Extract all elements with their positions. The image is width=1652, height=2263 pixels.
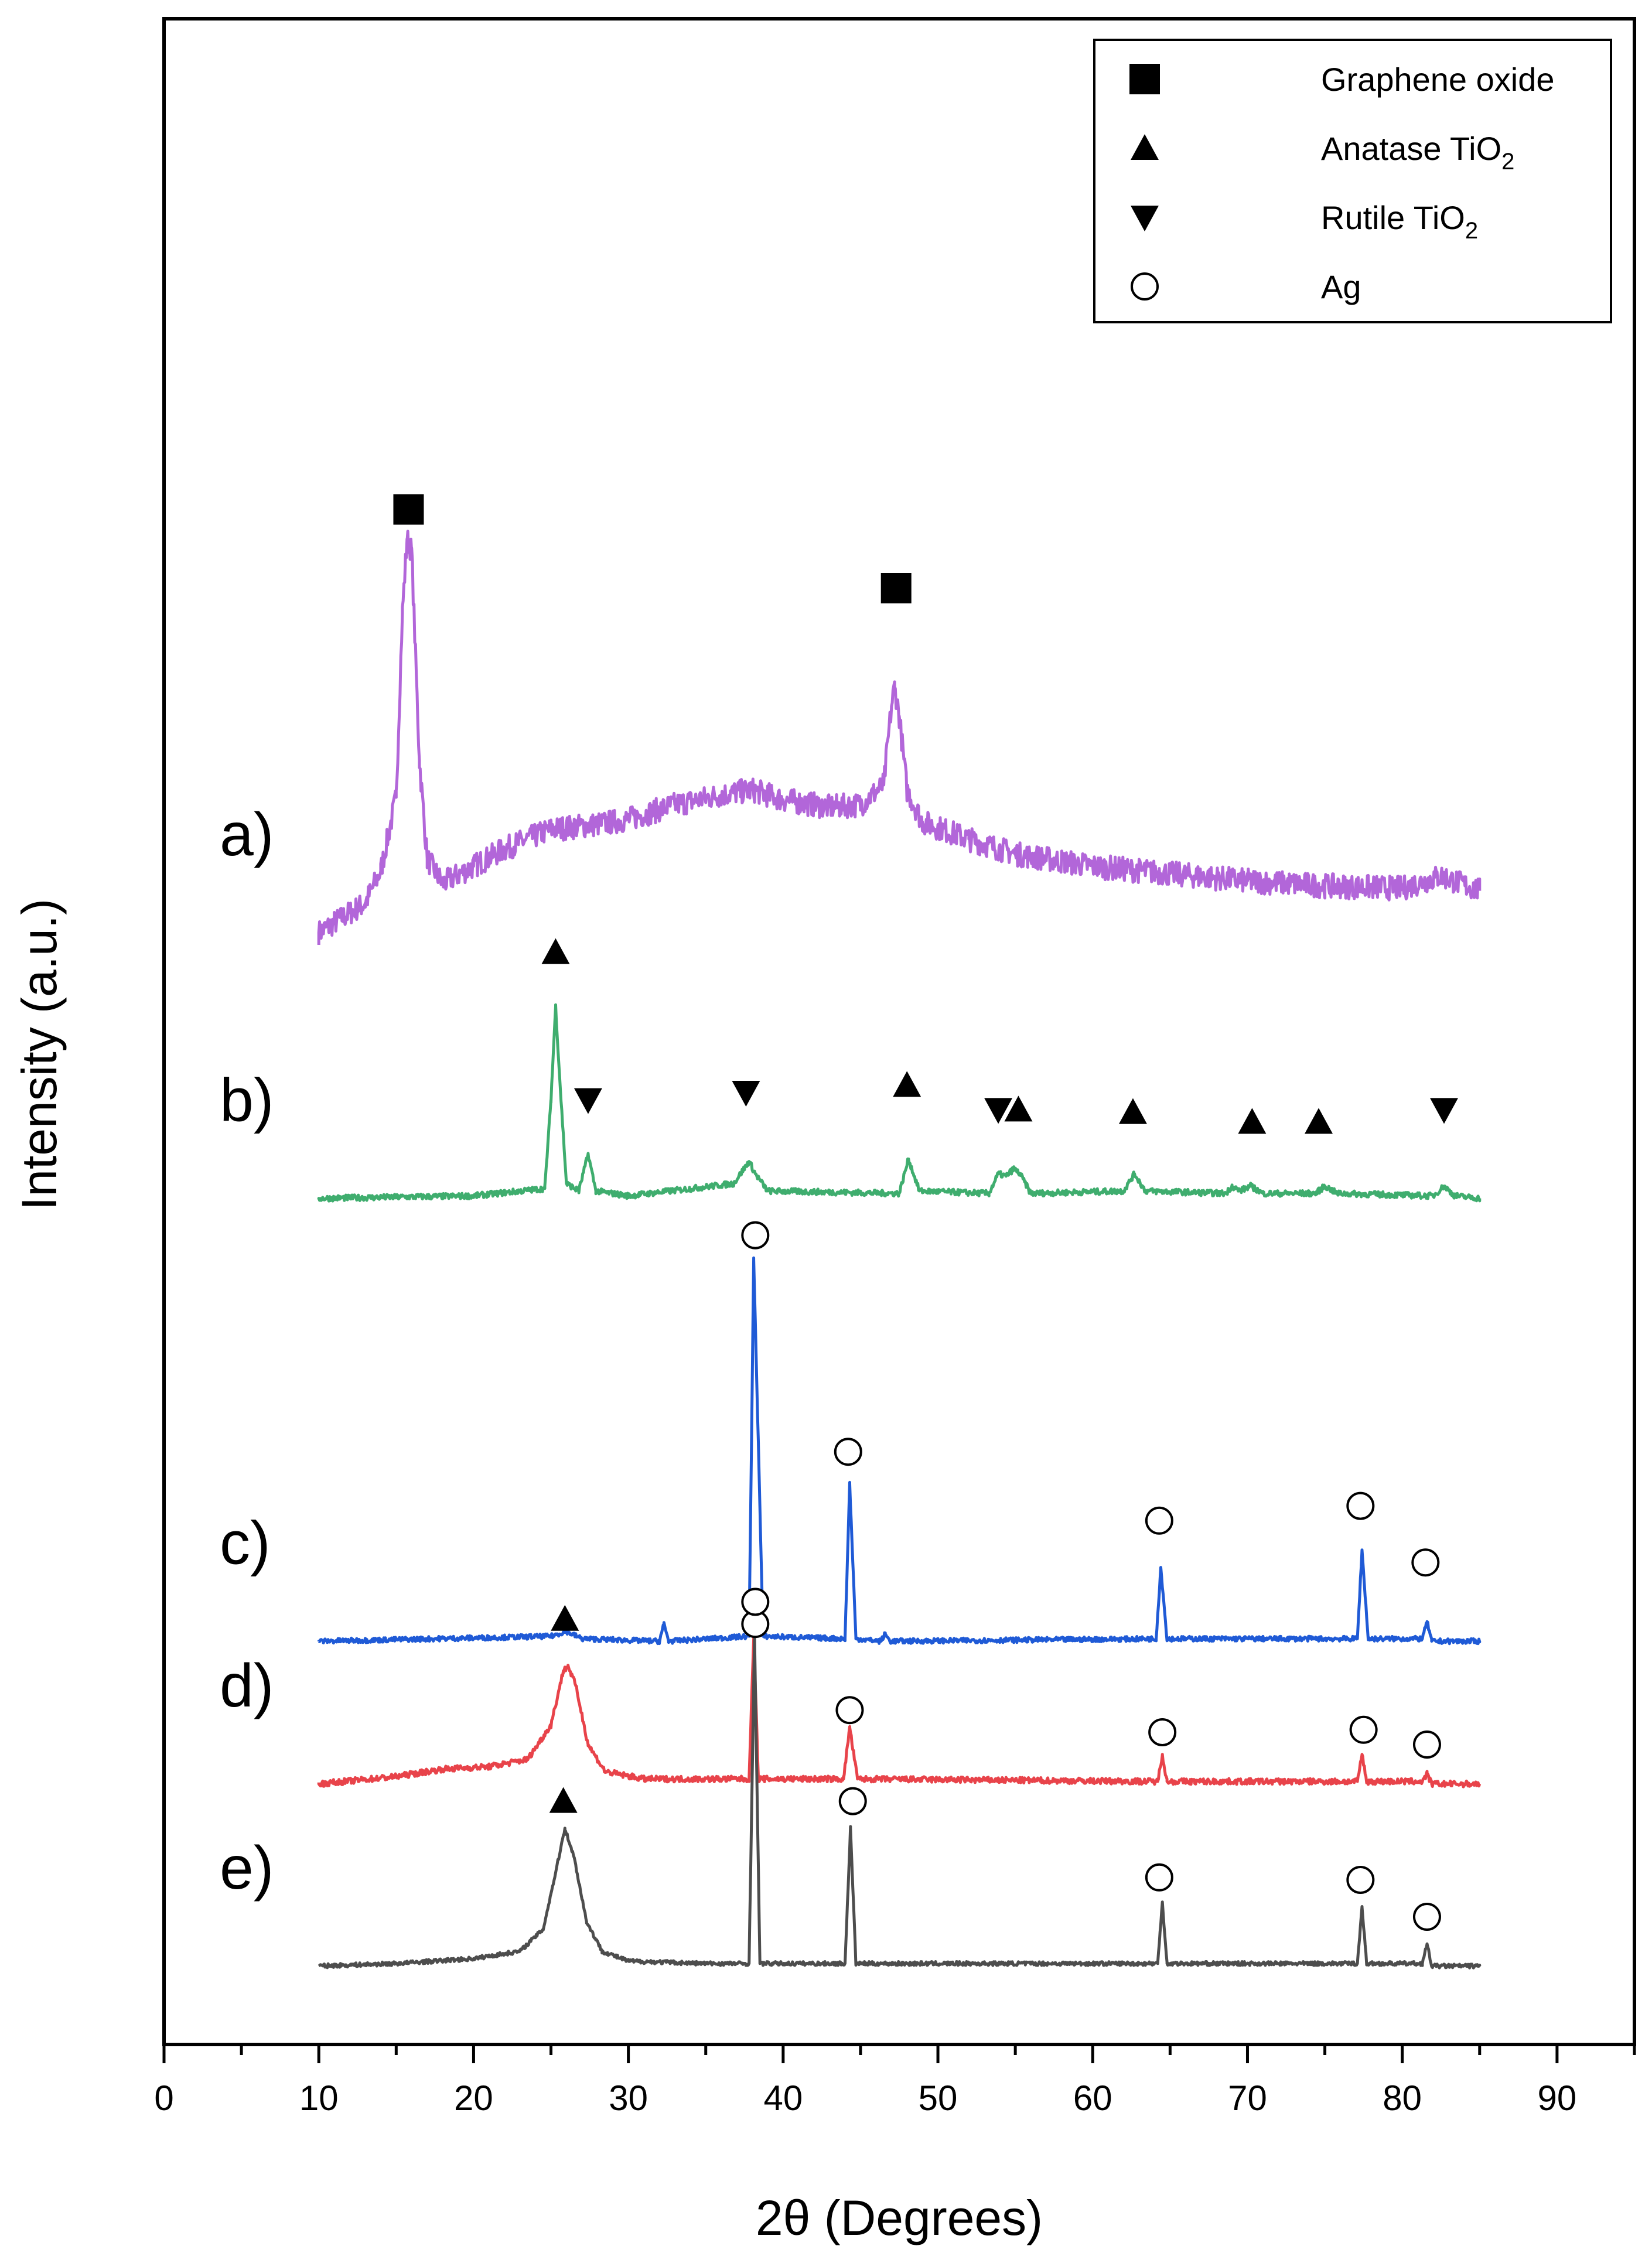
legend-entry: Ag: [1321, 268, 1361, 305]
peak-marker-circle-open: [1349, 1715, 1378, 1744]
peak-marker-triangle-down: [574, 1088, 602, 1114]
x-axis-tick-labels: 0 10 20 30 40 50 60 70 80 90: [154, 2078, 1576, 2118]
peak-marker-triangle-up: [1118, 1098, 1147, 1124]
trace-b: [317, 1003, 1482, 1203]
x-tick-label: 60: [1073, 2078, 1112, 2118]
peak-markers: [393, 494, 1459, 1931]
legend-box: [1093, 39, 1612, 323]
peak-marker-circle-open: [1346, 1866, 1375, 1894]
peak-marker-triangle-down: [1430, 1098, 1459, 1124]
x-tick-label: 20: [454, 2078, 493, 2118]
y-axis-title: Intensity (a.u.): [12, 899, 67, 1210]
peak-marker-circle-open: [834, 1438, 862, 1466]
plot-frame: [162, 17, 1636, 2046]
legend-symbol-triangle-up: [1131, 134, 1159, 160]
legend-subscript: 2: [1501, 149, 1514, 175]
peak-marker-circle-open: [838, 1787, 867, 1815]
peak-marker-circle-open: [1145, 1506, 1173, 1535]
trace-c: [317, 1256, 1482, 1646]
x-tick-label: 50: [919, 2078, 958, 2118]
peak-marker-triangle-up: [893, 1071, 921, 1097]
x-tick-label: 40: [763, 2078, 803, 2118]
peak-marker-circle-open: [1346, 1491, 1375, 1520]
x-axis-title: 2θ (Degrees): [756, 2190, 1043, 2245]
trace-e: [318, 1634, 1482, 1970]
x-axis-ticks: [162, 2044, 1636, 2063]
trace-labels: a) b) c) d) e): [220, 801, 274, 1902]
xrd-traces: [317, 530, 1482, 1970]
peak-marker-triangle-up: [551, 1605, 579, 1631]
legend-entry: Graphene oxide: [1321, 61, 1555, 98]
peak-marker-circle-open: [835, 1696, 864, 1725]
trace-label-d: d): [220, 1652, 274, 1720]
peak-marker-triangle-up: [541, 938, 570, 964]
peak-marker-circle-open: [1411, 1548, 1440, 1577]
peak-marker-square: [393, 494, 424, 525]
peak-marker-circle-open: [1148, 1718, 1177, 1746]
peak-marker-circle-open: [1412, 1730, 1441, 1759]
legend-symbol-square: [1129, 64, 1160, 94]
x-tick-label: 90: [1538, 2078, 1577, 2118]
legend-symbol-triangle-down: [1131, 206, 1159, 231]
trace-label-b: b): [220, 1067, 274, 1135]
peak-marker-triangle-up: [1305, 1108, 1333, 1134]
peak-marker-square: [880, 573, 912, 603]
peak-marker-circle-open: [1145, 1863, 1173, 1892]
peak-marker-circle-open: [1412, 1903, 1441, 1931]
trace-a: [317, 530, 1482, 945]
peak-marker-triangle-up: [1004, 1095, 1033, 1122]
peak-marker-triangle-up: [1238, 1108, 1267, 1134]
x-tick-label: 30: [609, 2078, 648, 2118]
peak-marker-circle-open: [741, 1588, 770, 1616]
x-tick-label: 70: [1228, 2078, 1267, 2118]
peak-marker-triangle-down: [984, 1098, 1013, 1124]
legend-symbol-circle-open: [1131, 272, 1159, 301]
legend-subscript: 2: [1465, 218, 1478, 244]
x-tick-label: 0: [154, 2078, 173, 2118]
trace-label-e: e): [220, 1834, 274, 1902]
x-tick-label: 80: [1383, 2078, 1422, 2118]
peak-marker-circle-open: [741, 1221, 770, 1250]
x-tick-label: 10: [299, 2078, 339, 2118]
peak-marker-triangle-up: [549, 1787, 578, 1813]
trace-label-c: c): [220, 1510, 271, 1578]
peak-marker-triangle-down: [732, 1081, 760, 1107]
trace-label-a: a): [220, 801, 274, 869]
trace-d: [317, 1634, 1482, 1788]
